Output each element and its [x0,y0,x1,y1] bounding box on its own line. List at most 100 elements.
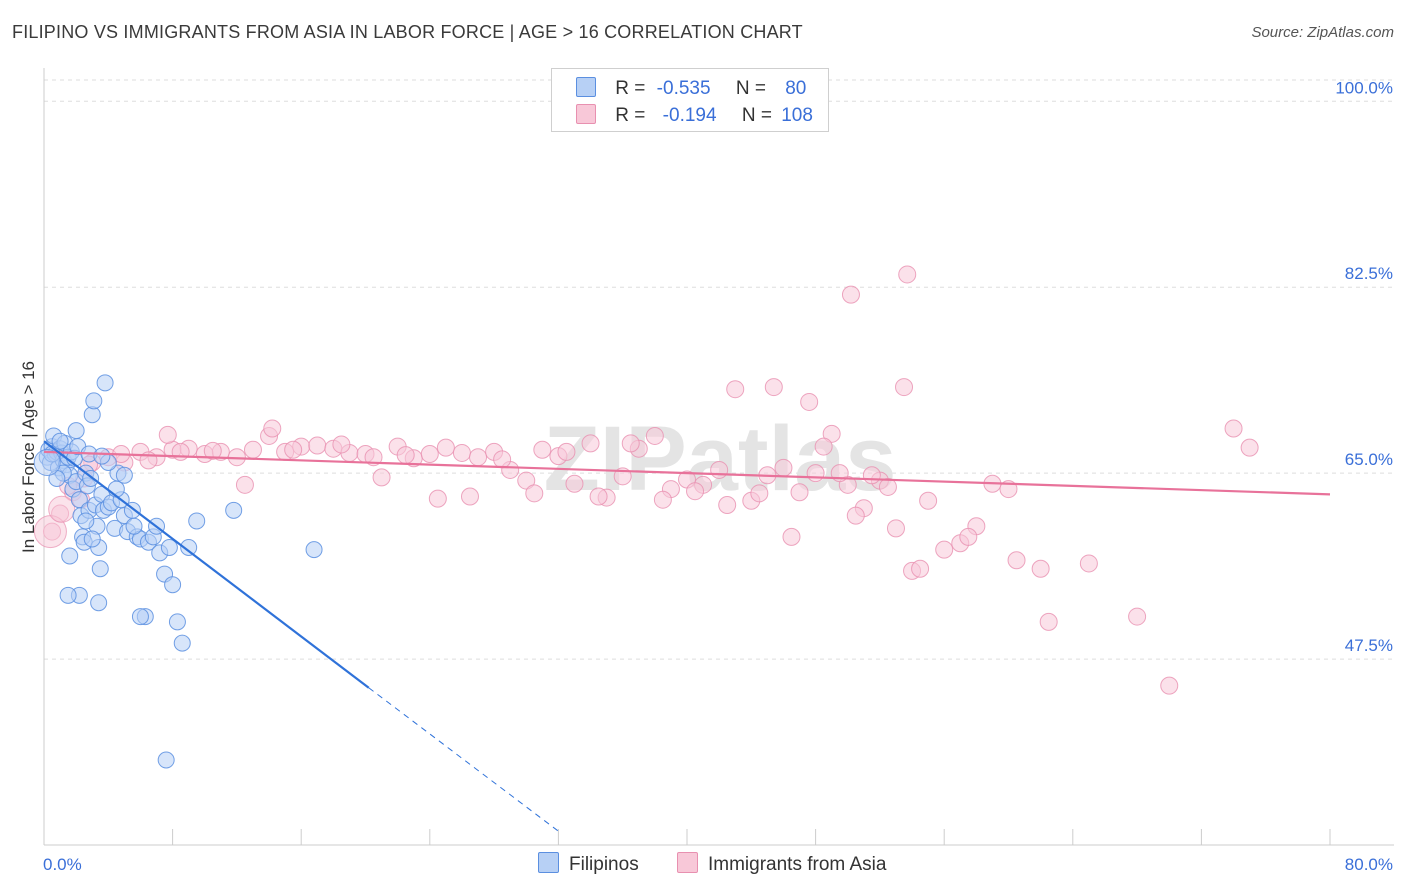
data-point [90,594,108,612]
bottom-legend-immigrants[interactable]: Immigrants from Asia [677,852,886,876]
data-point [107,480,125,498]
data-point [96,374,114,392]
legend-swatch-blue [576,77,596,97]
data-point [710,460,729,479]
legend-n-label: N = [735,78,766,99]
x-tick-label: 0.0% [43,855,82,874]
legend-r-label: R = [615,78,646,99]
data-point [160,539,178,556]
data-point [469,448,488,467]
data-point [85,392,103,410]
data-point [235,475,254,494]
data-point [396,446,415,465]
data-point [158,425,177,444]
y-axis-label: In Labor Force | Age > 16 [19,361,38,553]
bottom-legend-filipinos[interactable]: Filipinos [538,852,639,876]
data-point [886,519,905,538]
bottom-legend-label: Filipinos [569,854,639,875]
data-point [718,496,737,514]
legend-n-value: 80 [785,78,807,99]
data-point [862,466,881,485]
data-point [764,378,783,397]
legend-r-value: -0.194 [662,105,717,126]
legend-r-label: R = [615,105,646,126]
data-point [898,265,917,284]
trend-line-filipinos-extension [368,687,559,832]
data-point [1039,612,1058,631]
data-point [1007,551,1026,570]
data-point [131,608,149,626]
data-point [83,530,101,548]
series-immigrants-from-asia [33,265,1259,695]
y-tick-label: 82.5% [1345,264,1393,283]
bottom-legend-label: Immigrants from Asia [708,854,887,875]
data-point [790,483,809,502]
data-point [171,442,190,461]
data-point [332,435,351,454]
data-point [67,422,85,440]
data-point [164,576,182,594]
y-tick-label: 65.0% [1345,450,1393,469]
data-point [372,468,391,487]
trend-line-immigrants [43,450,1331,496]
bottom-legend-swatch-pink [677,852,698,873]
data-point [841,285,860,304]
data-point [846,506,865,525]
data-point [436,438,455,457]
data-point [48,495,76,523]
correlation-legend: R = -0.535 N = 80 R = -0.194 N = 108 [551,68,829,132]
chart-title: FILIPINO VS IMMIGRANTS FROM ASIA IN LABO… [12,22,803,42]
data-point [621,434,640,453]
data-point [645,426,664,445]
data-point [188,512,206,530]
trend-line-filipinos [43,440,370,689]
data-point [59,586,77,604]
data-point [1128,607,1147,626]
data-point [115,466,133,484]
data-point [1224,419,1243,438]
legend-row-filipinos: R = -0.535 N = 80 [576,77,806,100]
data-point [51,432,69,450]
data-point [959,527,978,546]
data-point [581,434,600,453]
data-point [284,440,303,459]
data-point [33,449,61,476]
legend-swatch-pink [576,104,596,124]
data-point [61,547,79,565]
data-point [589,487,608,506]
legend-n-label: N = [741,105,772,126]
data-point [1160,676,1179,695]
data-point [305,541,323,559]
tick-labels: 100.0% 82.5% 65.0% 47.5% 0.0% 80.0% [43,78,1393,874]
data-point [93,447,111,465]
data-point [782,527,801,546]
data-point [493,450,512,469]
data-point [935,540,954,559]
data-point [308,436,327,455]
data-point [533,440,552,459]
y-tick-label: 47.5% [1345,636,1393,655]
data-point [364,448,383,467]
data-point [750,484,769,503]
data-point [428,489,447,508]
data-point [806,464,825,483]
data-point [1031,559,1050,578]
data-point [452,443,471,462]
data-point [225,501,243,519]
data-point [878,477,897,496]
data-point [895,378,914,397]
data-point [557,442,576,461]
data-point [726,380,745,399]
data-point [243,440,262,459]
data-point [263,419,282,438]
y-tick-label: 100.0% [1335,78,1393,97]
legend-n-value: 108 [781,105,813,126]
data-point [125,517,143,535]
data-point [822,424,841,443]
data-point [919,491,938,510]
data-point [686,482,705,501]
data-point [517,471,536,490]
data-point [420,445,439,463]
data-point [525,484,544,503]
